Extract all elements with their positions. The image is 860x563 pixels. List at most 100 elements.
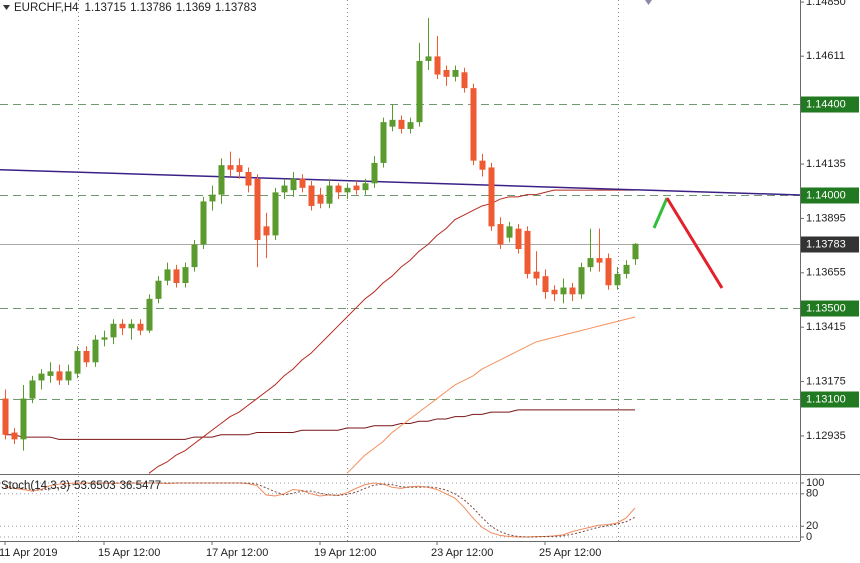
- price-label: 1.13783: [806, 238, 846, 250]
- candle-body: [416, 60, 423, 123]
- candle-body: [191, 244, 198, 268]
- candle-body: [290, 178, 297, 191]
- candle-body: [92, 339, 99, 363]
- y-tick-label: 1.13415: [806, 321, 846, 333]
- indicator-name: Stoch(14,3,3): [1, 480, 70, 492]
- close-value: 1.13783: [215, 2, 257, 14]
- candle-body: [209, 194, 216, 202]
- level-label: 1.13100: [806, 393, 846, 405]
- candle-body: [560, 287, 567, 295]
- trendline: [0, 168, 800, 196]
- moving-average: [346, 316, 636, 474]
- candle-body: [488, 167, 495, 227]
- candle-body: [461, 72, 468, 89]
- chart-header: EURCHF,H4 1.13715 1.13786 1.1369 1.13783: [14, 2, 256, 14]
- candle-body: [245, 171, 252, 186]
- symbol: EURCHF,H4: [14, 2, 79, 14]
- candle-body: [119, 323, 126, 329]
- y-tick-label: 1.14135: [806, 158, 846, 170]
- candle-body: [83, 350, 90, 363]
- candle-body: [173, 269, 180, 283]
- x-tick-label: 23 Apr 12:00: [431, 547, 493, 559]
- candle-body: [20, 398, 27, 440]
- candle-body: [551, 289, 558, 295]
- header-icon: [3, 5, 10, 10]
- candle-body: [11, 432, 18, 440]
- level-label: 1.14000: [806, 189, 846, 201]
- candle-body: [587, 258, 594, 268]
- candle-body: [479, 160, 486, 170]
- candle-body: [371, 162, 378, 184]
- candle-body: [443, 70, 450, 77]
- candle-body: [281, 185, 288, 193]
- x-tick-label: 19 Apr 12:00: [314, 547, 376, 559]
- indicator-d: 36.5477: [120, 480, 162, 492]
- candle-body: [524, 230, 531, 274]
- open-value: 1.13715: [85, 2, 127, 14]
- period-marker: [645, 0, 652, 5]
- y-tick-label: 1.12935: [806, 430, 846, 442]
- candle-body: [317, 194, 324, 204]
- candle-body: [29, 380, 36, 399]
- indicator-plot: [0, 482, 800, 538]
- indicator-header: Stoch(14,3,3) 53.6503 36.5477: [1, 480, 161, 492]
- indicator-y-tick-label: 0: [806, 531, 812, 543]
- candle-body: [344, 187, 351, 193]
- candle-body: [155, 280, 162, 299]
- candle-body: [380, 122, 387, 163]
- high-value: 1.13786: [130, 2, 172, 14]
- candle-body: [425, 56, 432, 61]
- moving-average: [5, 409, 635, 440]
- price-box: [801, 236, 859, 253]
- indicator-y-tick-label: 100: [806, 477, 824, 489]
- candle-body: [515, 228, 522, 250]
- candle-body: [353, 185, 360, 191]
- candle-body: [2, 398, 9, 435]
- candle-body: [218, 165, 225, 195]
- candle-body: [623, 264, 630, 274]
- x-tick-label: 15 Apr 12:00: [98, 547, 160, 559]
- x-tick-label: 25 Apr 12:00: [539, 547, 601, 559]
- level-labels: 1.14400 1.14000 1.13500 1.13100 1.13783: [801, 96, 859, 408]
- candle-body: [308, 185, 315, 206]
- candle-body: [56, 371, 63, 381]
- candle-body: [47, 371, 54, 376]
- candle-body: [542, 276, 549, 293]
- price-plot: [0, 17, 800, 474]
- candle-body: [128, 323, 135, 329]
- candle-body: [578, 267, 585, 295]
- indicator-k: 53.6503: [74, 480, 116, 492]
- level-label: 1.13500: [806, 302, 846, 314]
- candle-body: [452, 70, 459, 77]
- y-tick-label: 1.14611: [806, 50, 845, 62]
- candle-body: [146, 298, 153, 331]
- y-tick-label: 1.13655: [806, 267, 846, 279]
- candle-body: [110, 323, 117, 338]
- candle-body: [605, 258, 612, 286]
- indicator-y-tick-label: 20: [806, 520, 818, 532]
- candle-body: [137, 323, 144, 331]
- candle-body: [470, 88, 477, 161]
- y-tick-label: 1.13895: [806, 212, 846, 224]
- x-tick-label: 11 Apr 2019: [0, 547, 58, 559]
- candle-body: [497, 224, 504, 245]
- arrows: [645, 0, 724, 289]
- x-tick-label: 17 Apr 12:00: [206, 547, 268, 559]
- down-arrow: [665, 197, 724, 289]
- candle-body: [182, 267, 189, 283]
- candle-body: [569, 287, 576, 295]
- candle-body: [38, 373, 45, 381]
- candle-body: [533, 271, 540, 279]
- level-box: [801, 96, 859, 113]
- candle-body: [362, 183, 369, 191]
- axes: 1.14850 1.14611 1.14135 1.13895 1.13655 1.134…: [0, 0, 846, 559]
- levels: [0, 104, 800, 400]
- indicator-line: [4, 482, 636, 538]
- candle-body: [263, 226, 270, 236]
- up-arrow: [652, 197, 669, 229]
- candle-body: [614, 273, 621, 286]
- candle-body: [227, 165, 234, 170]
